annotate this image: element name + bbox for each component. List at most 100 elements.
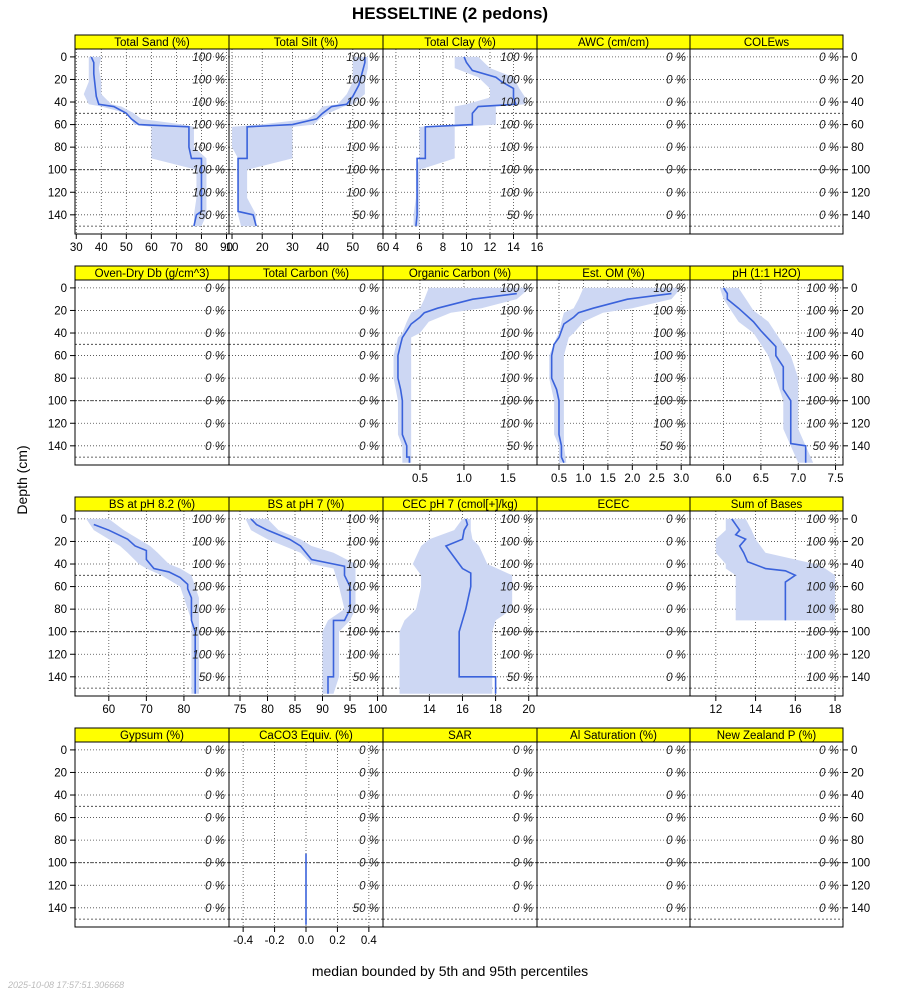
- y-tick-label: 80: [54, 835, 67, 847]
- y-tick-label: 40: [851, 559, 864, 571]
- data-coverage-label: 0 %: [359, 328, 379, 340]
- x-tick-label: 0.5: [412, 473, 428, 485]
- data-coverage-label: 100 %: [806, 514, 839, 526]
- x-tick-label: 1.0: [575, 473, 591, 485]
- median-line: [237, 56, 366, 227]
- data-coverage-label: 100 %: [500, 97, 533, 109]
- data-coverage-label: 0 %: [513, 790, 533, 802]
- x-tick-label: 2.0: [624, 473, 640, 485]
- data-coverage-label: 0 %: [513, 813, 533, 825]
- panel-frame: [689, 279, 844, 466]
- data-coverage-label: 0 %: [513, 767, 533, 779]
- data-coverage-label: 100 %: [806, 649, 839, 661]
- panel-frame: [689, 741, 844, 928]
- data-coverage-label: 50 %: [813, 441, 839, 453]
- data-coverage-label: 100 %: [346, 187, 379, 199]
- y-tick-label: 40: [54, 559, 67, 571]
- x-axis-caption: median bounded by 5th and 95th percentil…: [311, 963, 589, 979]
- y-tick-label: 80: [851, 835, 864, 847]
- data-coverage-label: 0 %: [819, 52, 839, 64]
- panel-strip-label: BS at pH 8.2 (%): [109, 499, 195, 511]
- data-coverage-label: 0 %: [359, 418, 379, 430]
- data-coverage-label: 100 %: [500, 52, 533, 64]
- panel-strip-label: ECEC: [598, 499, 630, 511]
- panel-17: SAR 0 % 0 % 0 % 0 % 0 % 0 % 0 % 0 %: [382, 727, 538, 928]
- data-coverage-label: 100 %: [500, 604, 533, 616]
- y-tick-label: 80: [54, 604, 67, 616]
- panel-12: CEC pH 7 (cmol[+]/kg) 100 % 100 % 100 % 100 …: [382, 496, 538, 716]
- y-tick-label: 40: [54, 790, 67, 802]
- panel-strip-label: pH (1:1 H2O): [732, 268, 801, 280]
- data-coverage-label: 100 %: [500, 649, 533, 661]
- y-tick-label: 100: [48, 165, 67, 177]
- data-coverage-label: 100 %: [500, 351, 533, 363]
- median-line: [93, 523, 196, 694]
- data-coverage-label: 0 %: [359, 858, 379, 870]
- data-coverage-label: 100 %: [192, 649, 225, 661]
- y-tick-label: 60: [54, 813, 67, 825]
- y-tick-label: 20: [851, 767, 864, 779]
- y-tick-label: 140: [48, 441, 67, 453]
- data-coverage-label: 0 %: [819, 903, 839, 915]
- data-coverage-label: 0 %: [819, 813, 839, 825]
- data-coverage-label: 100 %: [653, 328, 686, 340]
- data-coverage-label: 0 %: [666, 790, 686, 802]
- y-tick-label: 60: [851, 582, 864, 594]
- data-coverage-label: 0 %: [819, 790, 839, 802]
- data-coverage-label: 100 %: [192, 187, 225, 199]
- x-tick-label: 16: [531, 242, 544, 254]
- data-coverage-label: 0 %: [359, 305, 379, 317]
- data-coverage-label: 0 %: [819, 97, 839, 109]
- y-tick-label: 100: [851, 858, 870, 870]
- x-tick-label: 40: [95, 242, 108, 254]
- median-line: [415, 56, 517, 227]
- x-tick-label: 0.5: [551, 473, 567, 485]
- data-coverage-label: 0 %: [666, 74, 686, 86]
- x-tick-label: 6.5: [753, 473, 769, 485]
- data-coverage-label: 100 %: [192, 514, 225, 526]
- y-tick-label: 140: [851, 903, 870, 915]
- panel-strip-label: COLEws: [744, 37, 790, 49]
- data-coverage-label: 0 %: [205, 328, 225, 340]
- data-coverage-label: 100 %: [806, 351, 839, 363]
- data-coverage-label: 100 %: [806, 305, 839, 317]
- x-tick-label: 80: [178, 704, 191, 716]
- y-tick-label: 80: [851, 604, 864, 616]
- y-tick-label: 140: [851, 441, 870, 453]
- x-tick-label: 14: [507, 242, 520, 254]
- percentile-band: [83, 56, 207, 227]
- data-coverage-label: 50 %: [199, 672, 225, 684]
- data-coverage-label: 0 %: [666, 559, 686, 571]
- y-tick-label: 120: [48, 187, 67, 199]
- x-tick-label: 16: [456, 704, 469, 716]
- data-coverage-label: 100 %: [192, 582, 225, 594]
- data-coverage-label: 0 %: [359, 767, 379, 779]
- data-coverage-label: 0 %: [819, 74, 839, 86]
- data-coverage-label: 100 %: [806, 418, 839, 430]
- x-tick-label: 3.0: [673, 473, 689, 485]
- median-line: [722, 287, 807, 463]
- percentile-band: [86, 518, 199, 694]
- x-tick-label: 14: [423, 704, 436, 716]
- y-tick-label: 140: [48, 672, 67, 684]
- data-coverage-label: 100 %: [346, 97, 379, 109]
- x-tick-label: 75: [234, 704, 247, 716]
- data-coverage-label: 0 %: [819, 142, 839, 154]
- data-coverage-label: 100 %: [346, 165, 379, 177]
- median-line: [550, 292, 672, 464]
- x-tick-label: 60: [102, 704, 115, 716]
- data-coverage-label: 100 %: [806, 328, 839, 340]
- data-coverage-label: 0 %: [205, 373, 225, 385]
- data-coverage-label: 0 %: [819, 880, 839, 892]
- y-tick-label: 120: [851, 418, 870, 430]
- y-tick-label: 40: [851, 328, 864, 340]
- x-tick-label: 20: [256, 242, 269, 254]
- data-coverage-label: 0 %: [819, 858, 839, 870]
- data-coverage-label: 0 %: [819, 745, 839, 757]
- y-tick-label: 0: [851, 514, 857, 526]
- data-coverage-label: 100 %: [192, 165, 225, 177]
- data-coverage-label: 100 %: [806, 672, 839, 684]
- panel-strip-label: AWC (cm/cm): [578, 37, 649, 49]
- data-coverage-label: 0 %: [666, 627, 686, 639]
- data-coverage-label: 0 %: [666, 210, 686, 222]
